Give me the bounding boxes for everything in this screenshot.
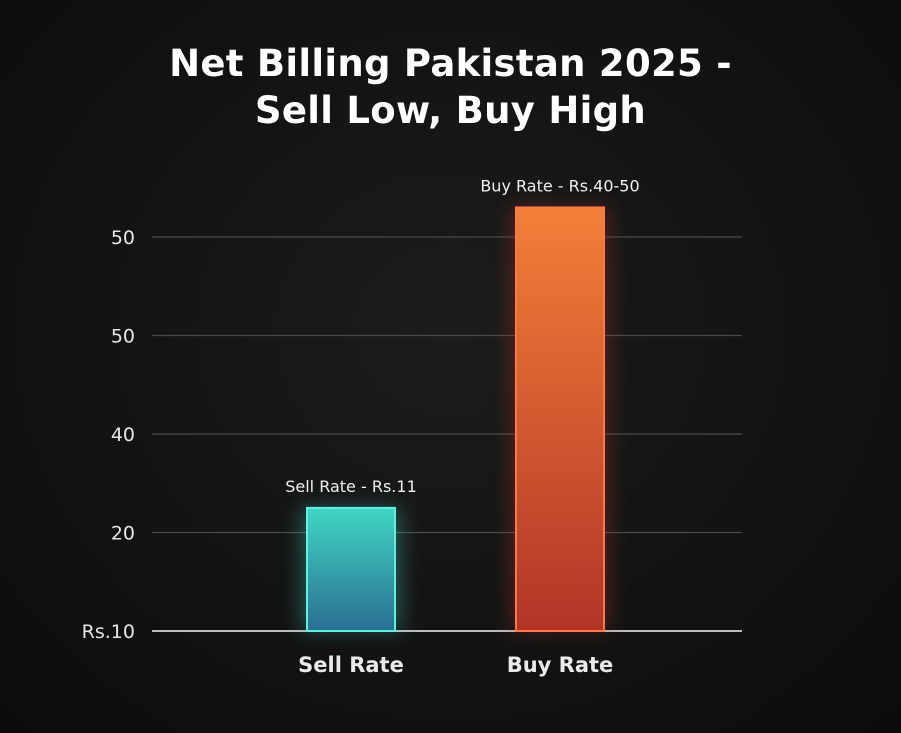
chart-title-line1: Net Billing Pakistan 2025 - xyxy=(169,42,732,85)
bar-sell-rate xyxy=(306,506,396,632)
bar-buy-rate xyxy=(515,206,605,632)
data-label: Buy Rate - Rs.40-50 xyxy=(480,176,639,195)
y-tick-label: 50 xyxy=(111,227,135,249)
y-tick-label: 40 xyxy=(111,424,135,446)
y-tick-label: 50 xyxy=(111,326,135,348)
y-tick-label: 20 xyxy=(111,523,135,545)
x-category-label: Sell Rate xyxy=(298,653,404,677)
y-tick-label: Rs.10 xyxy=(82,621,135,643)
data-label: Sell Rate - Rs.11 xyxy=(285,477,417,496)
chart-title-line2: Sell Low, Buy High xyxy=(254,89,647,132)
chart-title: Net Billing Pakistan 2025 - Sell Low, Bu… xyxy=(0,40,901,134)
x-category-label: Buy Rate xyxy=(507,653,614,677)
